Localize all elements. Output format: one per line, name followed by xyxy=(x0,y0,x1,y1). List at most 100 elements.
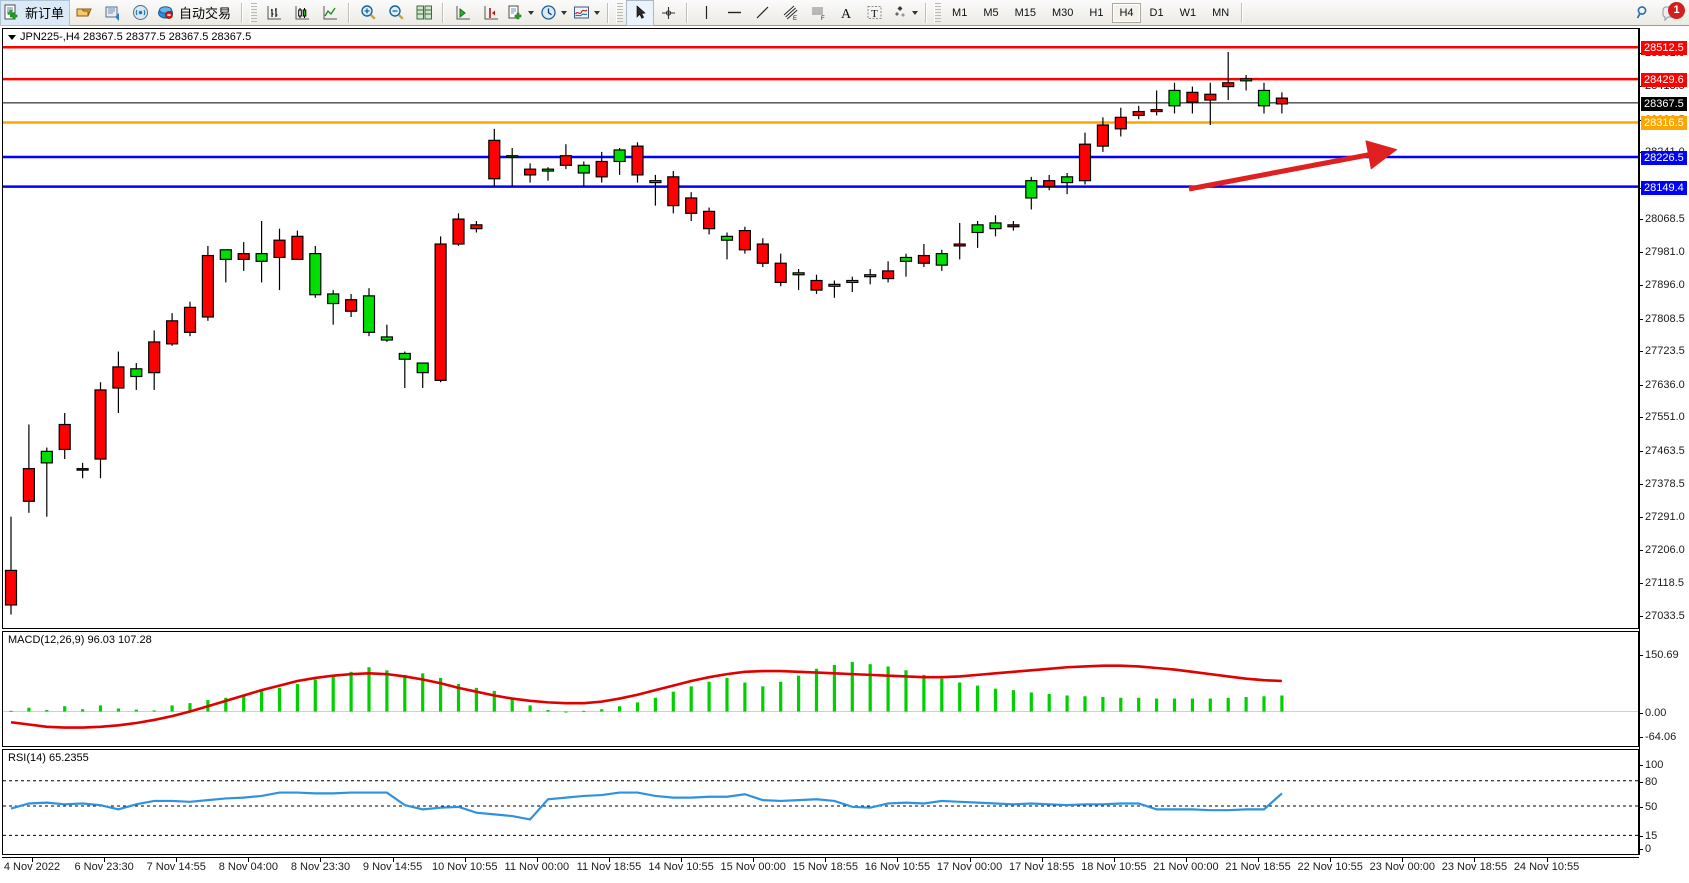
candle-body xyxy=(595,160,608,178)
text-label-icon: T xyxy=(867,6,882,20)
time-tick-mark xyxy=(392,858,394,862)
chevron-down-icon[interactable] xyxy=(912,10,919,15)
price-chart-panel[interactable]: JPN225-,H4 28367.5 28377.5 28367.5 28367… xyxy=(2,28,1639,629)
macd-histogram-bar xyxy=(1101,697,1105,712)
cursor-button[interactable] xyxy=(626,0,655,26)
chevron-down-icon[interactable] xyxy=(528,10,535,15)
candle xyxy=(774,253,787,287)
candle xyxy=(112,351,125,413)
time-axis[interactable]: 4 Nov 2022 6 Nov 23:30 7 Nov 14:55 8 Nov 04… xyxy=(2,857,1639,883)
candle xyxy=(273,228,286,291)
candle-body xyxy=(667,176,680,207)
timeframe-m5[interactable]: M5 xyxy=(983,6,999,19)
macd-histogram-bar xyxy=(1244,697,1248,712)
candle-body xyxy=(398,352,411,360)
candle xyxy=(738,226,752,254)
price-level-label-mid-level[interactable]: 28316.5 xyxy=(1641,116,1687,131)
period-button[interactable] xyxy=(537,0,570,26)
timeframe-d1[interactable]: D1 xyxy=(1149,6,1164,19)
candle-body xyxy=(631,145,644,176)
alerts-button[interactable]: 1 xyxy=(1661,1,1685,23)
price-level-label-support[interactable]: 28226.5 xyxy=(1641,151,1687,166)
new-order-button[interactable]: 新订单 xyxy=(0,0,71,26)
line-chart-button[interactable] xyxy=(316,0,344,26)
timeframe-m15[interactable]: M15 xyxy=(1014,6,1036,19)
candle-body xyxy=(774,262,787,284)
price-level-label-support[interactable]: 28149.4 xyxy=(1641,180,1687,195)
macd-histogram-bar xyxy=(832,664,836,712)
rsi-plot-layer xyxy=(3,780,1638,836)
price-level-label-current-price[interactable]: 28367.5 xyxy=(1641,96,1687,111)
folder-button[interactable] xyxy=(70,0,98,26)
chevron-down-icon[interactable] xyxy=(561,10,568,15)
macd-histogram-bar xyxy=(635,702,640,712)
objects-button[interactable] xyxy=(888,0,921,26)
candle xyxy=(935,249,948,271)
macd-histogram-bar xyxy=(188,703,192,712)
candlestick-chart-button[interactable] xyxy=(288,0,316,26)
timeframe-m1[interactable]: M1 xyxy=(952,6,968,19)
macd-histogram-bar xyxy=(1083,696,1087,712)
fibonacci-button[interactable]: F xyxy=(804,0,832,26)
macd-histogram-bar xyxy=(582,710,586,712)
macd-histogram-bar xyxy=(134,709,138,712)
shift-end-button[interactable] xyxy=(476,0,504,26)
rsi-indicator-panel[interactable]: RSI(14) 65.2355 xyxy=(2,749,1639,855)
macd-indicator-panel[interactable]: MACD(12,26,9) 96.03 107.28 xyxy=(2,631,1639,747)
time-tick-mark xyxy=(1041,858,1043,862)
shift-start-button[interactable] xyxy=(448,0,476,26)
candle-body xyxy=(953,243,966,247)
horizontal-line-button[interactable] xyxy=(720,0,748,26)
period-icon xyxy=(541,5,556,20)
timeframe-h4[interactable]: H4 xyxy=(1112,2,1141,23)
candle xyxy=(1096,117,1110,152)
trendline-button[interactable] xyxy=(748,0,776,26)
chart-area[interactable]: JPN225-,H4 28367.5 28377.5 28367.5 28367… xyxy=(0,26,1689,883)
templates-button[interactable] xyxy=(570,0,603,26)
macd-histogram-bar xyxy=(313,679,317,712)
candle xyxy=(40,447,53,517)
indicators-button[interactable] xyxy=(504,0,537,26)
crosshair-button[interactable] xyxy=(654,0,682,26)
signals-button[interactable] xyxy=(126,0,154,26)
vertical-line-button[interactable] xyxy=(692,0,720,26)
equidistant-channel-button[interactable]: E xyxy=(776,0,804,26)
candle-body xyxy=(792,272,805,276)
autotrading-button[interactable]: 自动交易 xyxy=(154,0,237,26)
chart-menu-arrow-icon[interactable] xyxy=(8,34,16,40)
svg-text:A: A xyxy=(841,7,852,21)
price-level-label-resistance[interactable]: 28512.5 xyxy=(1641,41,1687,56)
data-window-button[interactable] xyxy=(410,0,438,26)
timeframe-w1[interactable]: W1 xyxy=(1179,6,1197,19)
macd-histogram-bar xyxy=(63,706,67,712)
text-button[interactable]: A xyxy=(832,0,860,26)
time-tick: 17 Nov 00:00 xyxy=(936,861,1003,873)
search-icon[interactable] xyxy=(1635,4,1653,22)
candle-body xyxy=(1239,78,1253,82)
timeframe-mn[interactable]: MN xyxy=(1212,6,1230,19)
candle-body xyxy=(989,222,1002,230)
price-level-label-resistance[interactable]: 28429.6 xyxy=(1641,73,1687,88)
toolbar-grip[interactable] xyxy=(616,2,624,23)
bar-chart-button[interactable] xyxy=(260,0,288,26)
toolbar-separator xyxy=(348,2,351,23)
timeframe-m30[interactable]: M30 xyxy=(1052,6,1074,19)
toolbar-grip[interactable] xyxy=(250,2,258,23)
macd-histogram-bar xyxy=(671,691,675,712)
zoom-in-button[interactable] xyxy=(354,0,382,26)
macd-histogram-bar xyxy=(1029,692,1033,712)
toolbar-grip[interactable] xyxy=(934,2,942,23)
candle-body xyxy=(112,366,125,389)
macd-histogram-bar xyxy=(940,678,944,712)
chevron-down-icon[interactable] xyxy=(594,10,601,15)
text-label-button[interactable]: T xyxy=(860,0,888,26)
candle-body xyxy=(219,249,232,260)
timeframe-h1[interactable]: H1 xyxy=(1089,6,1104,19)
shift-end-icon xyxy=(484,6,498,20)
candle-body xyxy=(22,468,35,502)
candle-body xyxy=(1025,180,1038,199)
price-axis[interactable]: 28501.028413.528326.528241.028149.428068… xyxy=(1639,28,1687,855)
candle xyxy=(667,171,680,214)
zoom-out-button[interactable] xyxy=(382,0,410,26)
publish-button[interactable] xyxy=(98,0,126,26)
